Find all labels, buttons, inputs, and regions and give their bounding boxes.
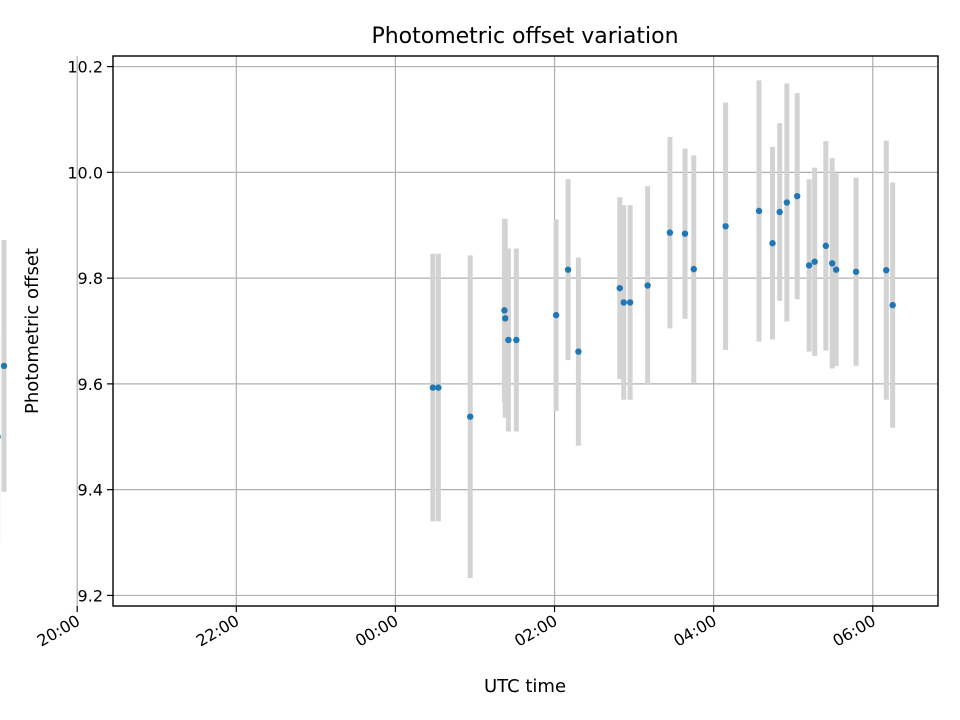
data-point xyxy=(467,413,474,420)
data-point xyxy=(883,266,890,274)
x-tick-label: 02:00 xyxy=(511,611,560,651)
data-point xyxy=(644,282,651,289)
point-layer xyxy=(0,192,896,439)
plot-frame xyxy=(112,55,939,607)
data-point xyxy=(626,299,634,306)
x-tick-label: 00:00 xyxy=(352,611,401,651)
data-point xyxy=(505,336,512,344)
y-tick-label: 10.0 xyxy=(67,163,103,182)
data-point xyxy=(755,207,763,215)
data-point xyxy=(0,434,1,439)
data-point xyxy=(852,268,860,275)
data-point xyxy=(805,262,813,269)
y-tick-label: 9.6 xyxy=(78,375,103,394)
y-tick-label: 9.8 xyxy=(78,269,103,288)
x-tick-label: 20:00 xyxy=(34,611,83,651)
data-point xyxy=(822,242,830,250)
data-point xyxy=(0,362,8,370)
tick-layer: 20:00 22:00 00:00 02:00 04:00 06:00 9.2 9.4 9.6 9… xyxy=(34,58,879,651)
data-point xyxy=(690,265,697,273)
data-point xyxy=(429,384,437,391)
data-point xyxy=(769,240,776,247)
x-tick-label: 06:00 xyxy=(829,611,878,651)
errorbar-layer xyxy=(0,80,896,578)
x-tick-label: 22:00 xyxy=(193,611,242,651)
data-point xyxy=(811,258,818,265)
data-point xyxy=(620,299,627,306)
y-tick-label: 10.2 xyxy=(67,58,103,77)
data-point xyxy=(666,229,674,236)
data-point xyxy=(564,266,572,273)
data-point xyxy=(783,199,791,206)
x-tick-label: 04:00 xyxy=(670,611,719,651)
data-point xyxy=(575,348,582,355)
chart-title: Photometric offset variation xyxy=(371,24,678,49)
data-point xyxy=(722,223,729,230)
data-point xyxy=(513,336,520,344)
x-axis-label: UTC time xyxy=(484,676,566,697)
y-axis-label: Photometric offset xyxy=(22,248,43,414)
data-point xyxy=(889,301,896,309)
grid-layer xyxy=(76,56,938,606)
data-point xyxy=(776,208,783,216)
data-point xyxy=(828,260,836,267)
y-tick-label: 9.2 xyxy=(78,586,103,605)
data-point xyxy=(501,307,508,314)
y-tick-label: 9.4 xyxy=(78,481,103,500)
data-point xyxy=(832,266,840,273)
data-point xyxy=(502,315,509,322)
data-point xyxy=(552,311,560,319)
data-point xyxy=(435,384,442,391)
data-point xyxy=(681,230,689,237)
data-point xyxy=(793,192,801,200)
data-point xyxy=(616,284,623,292)
